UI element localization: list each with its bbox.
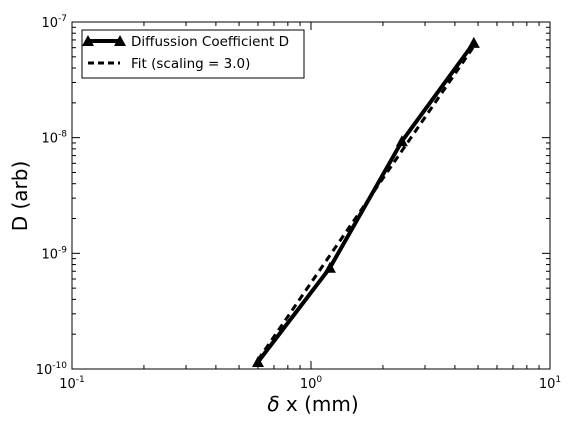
series-line-0 (256, 41, 476, 364)
x-tick-label: 100 (300, 375, 323, 392)
y-tick-label: 10-7 (41, 14, 67, 31)
legend-marker-d-left (82, 35, 94, 46)
x-axis-label-text: x (mm) (286, 392, 359, 416)
legend-marker-d-right (114, 35, 126, 46)
y-tick-label: 10-9 (41, 245, 67, 262)
series-layer (251, 36, 480, 367)
y-tick-label: 10-8 (41, 130, 67, 147)
y-axis-ticks: 10-10 10-9 10-8 10-7 (36, 14, 550, 378)
x-axis-label: δ x (mm) (267, 392, 358, 416)
data-point-marker (251, 355, 264, 367)
data-point-marker (467, 36, 480, 48)
data-point-marker (323, 261, 336, 273)
x-axis-ticks: 10-1 100 101 (59, 22, 561, 392)
x-tick-label: 101 (539, 375, 561, 392)
legend-label-fit: Fit (scaling = 3.0) (131, 56, 250, 72)
x-tick-label: 10-1 (59, 375, 85, 392)
plot-area (71, 21, 551, 370)
series-line-1 (256, 45, 476, 361)
legend: Diffussion Coefficient D Fit (scaling = … (81, 29, 305, 79)
x-axis-label-symbol: δ (267, 392, 279, 416)
legend-label-d: Diffussion Coefficient D (131, 34, 289, 50)
y-tick-label: 10-10 (36, 361, 68, 378)
data-point-marker (395, 135, 408, 147)
y-axis-label: D (arb) (8, 161, 32, 232)
